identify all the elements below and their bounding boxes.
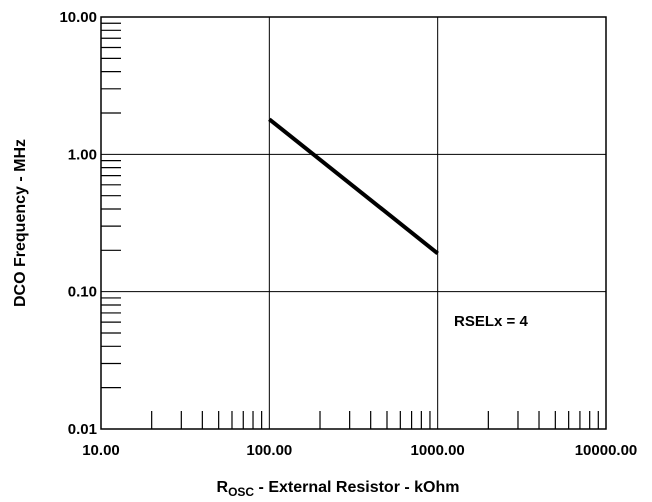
minor-ticks — [101, 22, 599, 429]
y-tick-labels: 0.01 0.10 1.00 10.00 — [59, 9, 97, 438]
y-axis-title: DCO Frequency - MHz — [12, 139, 29, 307]
series-line — [268, 117, 439, 255]
x-axis-title-rest: - External Resistor - kOhm — [254, 479, 459, 496]
x-axis-title-sub: OSC — [228, 485, 254, 499]
y-tick-label: 0.10 — [68, 284, 97, 301]
y-tick-label: 0.01 — [68, 421, 97, 438]
annotation-box — [440, 300, 580, 340]
x-tick-label: 10.00 — [82, 442, 120, 459]
x-axis-title-main: R — [217, 479, 229, 496]
y-tick-label: 10.00 — [59, 9, 97, 26]
series — [268, 117, 439, 255]
x-tick-labels: 10.00 100.00 1000.00 10000.00 — [82, 442, 637, 459]
plot-area — [101, 17, 606, 429]
annotation-label: RSELx = 4 — [454, 313, 528, 330]
x-tick-label: 1000.00 — [411, 442, 465, 459]
x-tick-label: 10000.00 — [575, 442, 638, 459]
y-tick-label: 1.00 — [68, 146, 97, 163]
x-tick-label: 100.00 — [246, 442, 292, 459]
plot-frame — [100, 16, 607, 430]
x-axis-title: ROSC - External Resistor - kOhm — [217, 479, 460, 499]
grid — [101, 17, 606, 429]
